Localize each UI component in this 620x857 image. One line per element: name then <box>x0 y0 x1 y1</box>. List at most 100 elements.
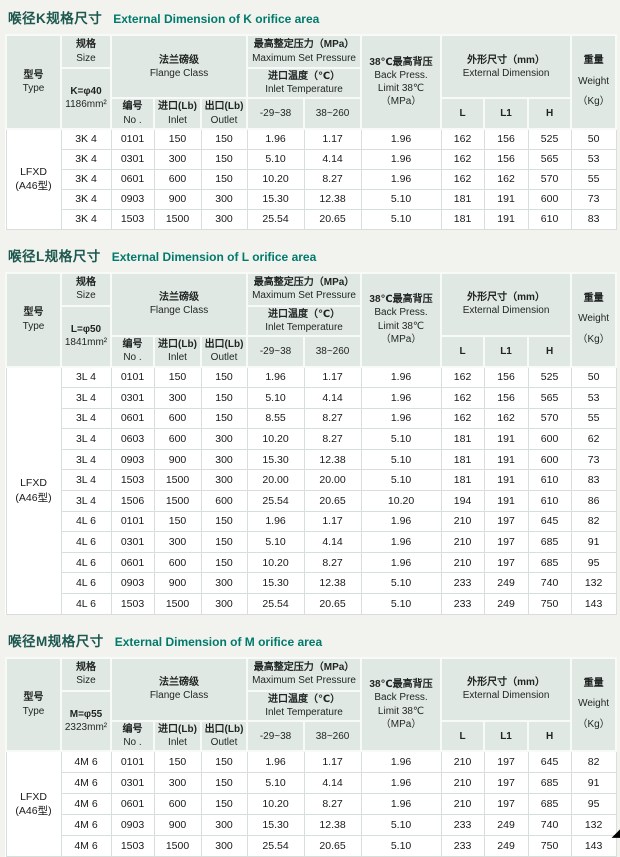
header-line: Type <box>22 705 45 717</box>
cell-dim-h: 750 <box>527 593 572 615</box>
cell-weight: 82 <box>570 750 617 774</box>
cell-dim-h: 525 <box>527 128 572 150</box>
cell-flange-no: 0301 <box>110 772 155 795</box>
cell-back-press: 5.10 <box>360 835 442 857</box>
table-row: 4M 6 0903 900 300 15.30 12.38 5.10 233 249 740 132 <box>6 814 617 837</box>
cell-dim-l1: 197 <box>483 551 529 574</box>
table-row: 3K 4 0601 600 150 10.20 8.27 1.96 162 162 570 55 <box>6 168 617 190</box>
cell-flange-inlet: 600 <box>153 428 202 450</box>
cell-flange-outlet: 300 <box>200 593 248 615</box>
cell-back-press: 1.96 <box>360 387 442 409</box>
section-title-k: 喉径K规格尺寸 External Dimension of K orifice a… <box>8 7 620 28</box>
cell-weight: 73 <box>570 448 617 471</box>
cell-dim-l: 210 <box>440 750 485 774</box>
cell-pressure-29-38: 25.54 <box>246 208 305 230</box>
spec-table-l: 型号 Type 规格 Size 法兰磅级 Flange Class 最高整定压力（MPa） M… <box>0 271 620 615</box>
cell-flange-outlet: 150 <box>200 531 248 553</box>
header-line: 38~260 <box>315 345 350 357</box>
cell-size: 3K 4 <box>60 128 112 150</box>
cell-size: 3L 4 <box>60 387 112 409</box>
header-line: M=φ55 <box>69 708 103 720</box>
cell-dim-h: 610 <box>527 469 572 492</box>
model-cell: LFXD (A46型) <box>5 750 62 857</box>
header-line: Back Press. <box>374 69 428 81</box>
cell-dim-l1: 156 <box>483 148 529 170</box>
cell-flange-inlet: 1500 <box>153 208 202 230</box>
cell-pressure-38-260: 8.27 <box>303 428 362 450</box>
cell-flange-no: 0301 <box>110 148 155 170</box>
header-line: 法兰磅级 <box>159 677 200 689</box>
cell-back-press: 1.96 <box>360 148 442 170</box>
header-line: L <box>459 107 466 119</box>
cell-pressure-38-260: 12.38 <box>303 448 362 471</box>
cell-flange-no: 0903 <box>110 448 155 471</box>
cell-dim-h: 645 <box>527 750 572 774</box>
cell-weight: 132 <box>570 572 617 595</box>
header-line: K=φ40 <box>70 86 102 98</box>
header-line: Maximum Set Pressure <box>252 52 356 64</box>
cell-flange-inlet: 300 <box>153 531 202 553</box>
header-line: H <box>545 345 554 357</box>
header-line: 进口(Lb) <box>158 101 197 113</box>
cell-size: 3L 4 <box>60 365 112 389</box>
header-line: 出口(Lb) <box>204 101 244 113</box>
header-line: 编号 <box>122 101 143 113</box>
cell-flange-no: 1503 <box>110 469 155 492</box>
dimension-table: 型号 Type 规格 Size 法兰磅级 Flange Class 最高整定压力（MPa） M… <box>5 271 618 615</box>
cell-pressure-29-38: 5.10 <box>246 531 305 553</box>
header-line: External Dimension <box>462 305 550 317</box>
cell-back-press: 5.10 <box>360 208 442 230</box>
cell-weight: 73 <box>570 188 617 210</box>
header-line: L1 <box>500 730 512 742</box>
header-line: Weight <box>578 75 610 87</box>
header-L: L <box>440 719 486 753</box>
header-inlet: 进口(Lb) Inlet <box>153 719 202 753</box>
cell-dim-h: 525 <box>527 365 572 389</box>
cell-pressure-38-260: 8.27 <box>303 168 362 190</box>
header-ext_dim: 外形尺寸（mm） External Dimension <box>440 33 573 100</box>
table-row: 4L 6 0101 150 150 1.96 1.17 1.96 210 197 645 82 <box>6 510 617 533</box>
cell-back-press: 1.96 <box>360 750 442 774</box>
cell-size: 4M 6 <box>60 793 112 816</box>
cell-flange-no: 1503 <box>110 593 155 615</box>
header-back_press: 38℃最高背压 Back Press. Limit 38℃ （MPa） <box>360 34 443 130</box>
header-line: 2323mm² <box>64 722 108 733</box>
cell-dim-l1: 249 <box>483 593 529 615</box>
cell-dim-l1: 191 <box>483 490 529 512</box>
header-line: （Kg） <box>577 333 610 345</box>
cell-flange-outlet: 150 <box>200 750 248 774</box>
cell-pressure-29-38: 10.20 <box>246 551 305 574</box>
cell-size: 4M 6 <box>60 750 112 774</box>
header-line: Outlet <box>210 737 238 749</box>
cell-flange-outlet: 300 <box>200 469 248 492</box>
cell-flange-outlet: 600 <box>200 490 248 512</box>
header-inlet_temp: 进口温度（℃） Inlet Temperature <box>246 304 363 338</box>
table-title-en: External Dimension of M orifice area <box>114 634 323 649</box>
cell-size: 3K 4 <box>60 148 112 170</box>
cell-back-press: 5.10 <box>360 814 442 837</box>
cell-weight: 82 <box>570 510 617 533</box>
header-line: L1 <box>500 345 512 357</box>
cell-pressure-29-38: 15.30 <box>246 572 305 595</box>
cell-flange-outlet: 150 <box>200 510 248 533</box>
header-line: 38℃最高背压 <box>369 294 433 306</box>
dimension-table: 型号 Type 规格 Size 法兰磅级 Flange Class 最高整定压力（MPa） M… <box>5 33 618 230</box>
cell-dim-h: 570 <box>527 168 572 190</box>
header-line: H <box>545 107 554 119</box>
header-line: 规格 <box>76 277 96 289</box>
cell-flange-inlet: 900 <box>153 188 202 210</box>
cell-size: 3K 4 <box>60 168 112 190</box>
header-line: Flange Class <box>149 67 209 79</box>
cell-back-press: 1.96 <box>360 510 442 533</box>
header-line: 38~260 <box>315 730 350 742</box>
cell-flange-outlet: 300 <box>200 448 248 471</box>
cell-dim-h: 740 <box>527 572 572 595</box>
header-line: L <box>459 730 466 742</box>
header-line: 进口温度（℃） <box>267 693 341 705</box>
table-title-en: External Dimension of L orifice area <box>111 249 317 264</box>
cell-pressure-29-38: 25.54 <box>246 835 305 857</box>
cell-weight: 50 <box>570 365 617 389</box>
cell-dim-l1: 197 <box>483 750 529 774</box>
header-no: 编号 No . <box>110 97 155 130</box>
header-line: 1186mm² <box>65 99 107 111</box>
